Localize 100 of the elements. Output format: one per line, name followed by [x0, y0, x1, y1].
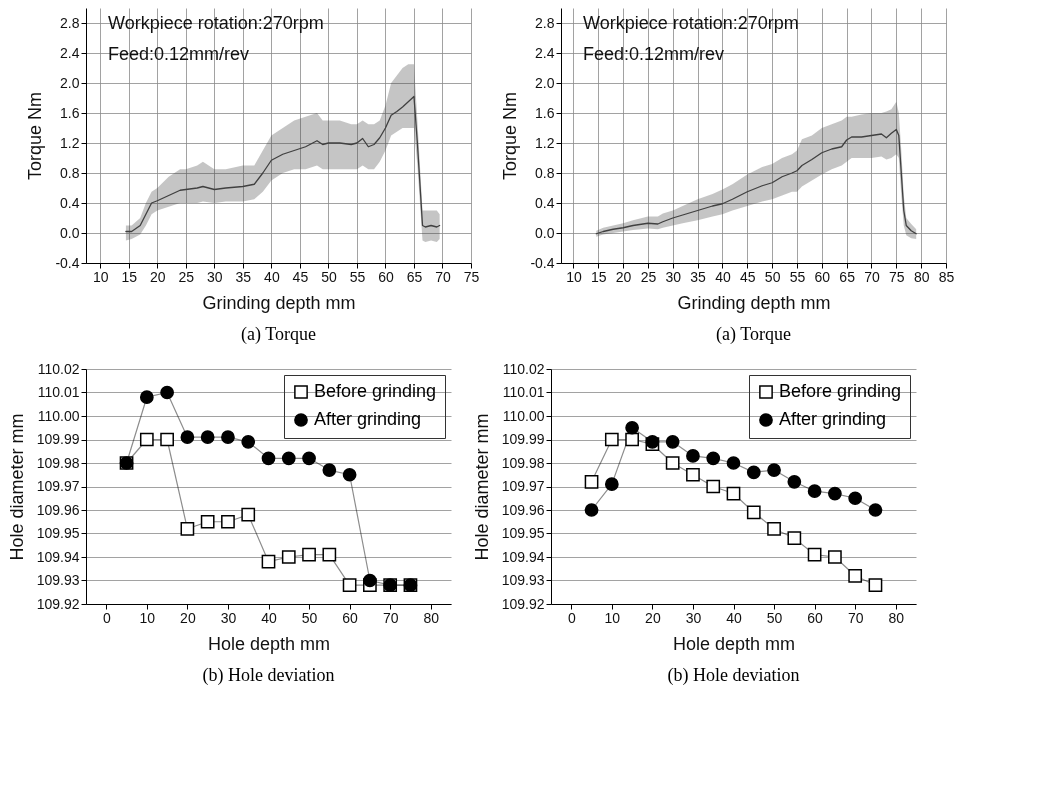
- x-tick-label: 65: [406, 268, 423, 285]
- x-tick-label: 10: [92, 268, 109, 285]
- x-tick-label: 70: [382, 609, 399, 626]
- y-tick-label: 0.0: [60, 224, 80, 241]
- x-tick-label: 20: [615, 268, 632, 285]
- legend-label: After grinding: [314, 409, 422, 429]
- y-tick-label: 109.98: [36, 454, 80, 471]
- annotation: Feed:0.12mm/rev: [583, 44, 725, 64]
- x-tick-label: 30: [207, 268, 223, 285]
- y-tick-label: 0.0: [535, 224, 555, 241]
- x-tick-label: 70: [435, 268, 451, 285]
- y-tick-label: 109.98: [501, 454, 545, 471]
- y-axis-title: Torque Nm: [25, 91, 46, 181]
- x-tick-label: 50: [766, 609, 783, 626]
- x-tick-label: 10: [604, 609, 621, 626]
- x-tick-label: 65: [839, 268, 856, 285]
- x-tick-label: 75: [463, 268, 480, 285]
- y-tick-label: 109.95: [36, 525, 80, 541]
- annotation: Feed:0.12mm/rev: [108, 44, 250, 64]
- y-tick-label: 1.6: [535, 104, 555, 121]
- x-tick-label: 0: [567, 609, 576, 626]
- x-tick-label: 70: [864, 268, 880, 285]
- x-tick-label: 30: [665, 268, 682, 285]
- x-tick-label: 15: [590, 268, 607, 285]
- y-tick-label: 2.8: [535, 14, 555, 31]
- y-axis-title: Hole diameter mm: [471, 413, 492, 561]
- x-tick-label: 60: [342, 609, 359, 626]
- x-tick-label: 30: [220, 609, 237, 626]
- x-tick-label: 35: [690, 268, 707, 285]
- y-tick-label: 110.00: [502, 407, 545, 424]
- x-tick-label: 10: [566, 268, 582, 285]
- x-tick-label: 60: [814, 268, 831, 285]
- y-tick-label: 110.02: [37, 360, 80, 377]
- y-tick-label: 1.2: [535, 134, 555, 151]
- legend-label: Before grinding: [314, 381, 437, 401]
- y-tick-label: 0.8: [535, 164, 555, 181]
- y-tick-label: 110.01: [502, 384, 545, 400]
- y-tick-label: 2.4: [535, 44, 555, 61]
- y-tick-label: 109.96: [501, 501, 545, 518]
- y-tick-label: 109.93: [36, 572, 80, 588]
- x-tick-label: 30: [685, 609, 702, 626]
- x-axis-title: Grinding depth mm: [677, 292, 831, 313]
- x-tick-label: 10: [139, 609, 156, 626]
- y-tick-label: 109.93: [501, 572, 545, 588]
- text: (a) Torque: [241, 324, 316, 345]
- y-tick-label: 2.4: [60, 44, 80, 61]
- y-tick-label: 0.4: [535, 194, 555, 211]
- y-tick-label: 110.01: [37, 384, 80, 400]
- x-tick-label: 50: [764, 268, 781, 285]
- x-tick-label: 50: [301, 609, 318, 626]
- x-tick-label: 45: [292, 268, 309, 285]
- y-tick-label: 109.94: [36, 548, 80, 565]
- text: (b) Hole deviation: [667, 665, 800, 686]
- x-tick-label: 80: [423, 609, 440, 626]
- x-tick-label: 40: [264, 268, 280, 285]
- y-tick-label: 2.0: [60, 74, 80, 91]
- y-tick-label: 109.97: [501, 478, 545, 494]
- y-tick-label: 109.99: [501, 431, 545, 447]
- y-tick-label: 1.6: [60, 104, 80, 121]
- y-tick-label: 109.92: [36, 595, 80, 612]
- x-tick-label: 35: [235, 268, 252, 285]
- y-tick-label: 2.0: [535, 74, 555, 91]
- x-tick-label: 40: [715, 268, 731, 285]
- x-tick-label: 25: [178, 268, 195, 285]
- x-tick-label: 15: [121, 268, 138, 285]
- x-tick-label: 20: [150, 268, 166, 285]
- annotation: Workpiece rotation:270rpm: [583, 13, 799, 33]
- x-axis-title: Hole depth mm: [207, 633, 331, 654]
- text: (b) Hole deviation: [202, 665, 335, 686]
- x-tick-label: 45: [740, 268, 756, 285]
- y-tick-label: 0.8: [60, 164, 80, 181]
- legend-label: Before grinding: [779, 381, 902, 401]
- text: (a) Torque: [716, 324, 791, 345]
- y-tick-label: 109.97: [36, 478, 80, 494]
- y-tick-label: 2.8: [60, 14, 80, 31]
- x-tick-label: 85: [938, 268, 955, 285]
- x-axis-title: Hole depth mm: [672, 633, 796, 654]
- x-tick-label: 50: [321, 268, 337, 285]
- x-tick-label: 75: [889, 268, 905, 285]
- y-axis-title: Hole diameter mm: [6, 413, 27, 561]
- y-tick-label: 109.96: [36, 501, 80, 518]
- y-tick-label: 109.99: [36, 431, 80, 447]
- x-tick-label: 70: [847, 609, 864, 626]
- legend-label: After grinding: [779, 409, 887, 429]
- x-tick-label: 60: [378, 268, 394, 285]
- y-axis-title: Torque Nm: [500, 91, 521, 181]
- x-tick-label: 20: [180, 609, 196, 626]
- x-tick-label: 80: [888, 609, 905, 626]
- x-tick-label: 55: [349, 268, 366, 285]
- y-tick-label: 109.92: [501, 595, 545, 612]
- y-tick-label: 109.94: [501, 548, 545, 565]
- x-tick-label: 25: [640, 268, 657, 285]
- y-tick-label: 0.4: [60, 194, 80, 211]
- y-tick-label: 109.95: [501, 525, 545, 541]
- x-tick-label: 55: [789, 268, 806, 285]
- y-tick-label: -0.4: [55, 254, 80, 271]
- y-tick-label: 110.00: [37, 407, 80, 424]
- x-tick-label: 0: [102, 609, 111, 626]
- x-tick-label: 20: [645, 609, 661, 626]
- y-tick-label: 1.2: [60, 134, 80, 151]
